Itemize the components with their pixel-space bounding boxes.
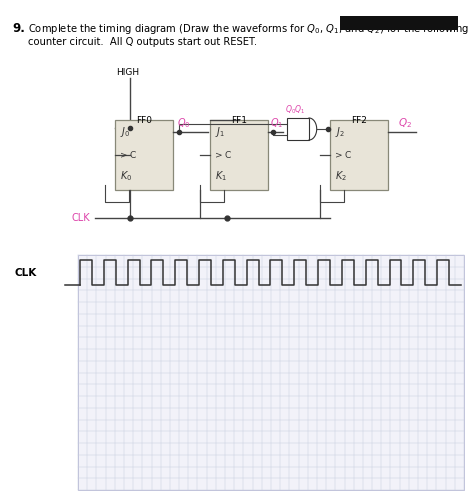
Text: $J_2$: $J_2$ <box>335 125 345 139</box>
Bar <box>340 16 458 30</box>
Bar <box>115 120 173 190</box>
Text: $J_1$: $J_1$ <box>215 125 225 139</box>
Text: $Q_1$: $Q_1$ <box>270 116 283 130</box>
Text: HIGH: HIGH <box>116 68 139 77</box>
Text: CLK: CLK <box>15 268 37 278</box>
Text: $>$C: $>$C <box>333 150 352 161</box>
Text: $Q_2$: $Q_2$ <box>398 116 412 130</box>
Text: $Q_0Q_1$: $Q_0Q_1$ <box>285 103 306 116</box>
Text: counter circuit.  All Q outputs start out RESET.: counter circuit. All Q outputs start out… <box>28 37 257 47</box>
Text: FF1: FF1 <box>231 116 247 125</box>
Text: $>$C: $>$C <box>213 150 232 161</box>
Text: CLK: CLK <box>72 213 91 223</box>
Text: FF0: FF0 <box>136 116 152 125</box>
Bar <box>210 120 268 190</box>
Text: $K_1$: $K_1$ <box>215 169 227 183</box>
Bar <box>330 120 388 190</box>
Bar <box>78 255 464 490</box>
Text: 9.: 9. <box>12 22 25 35</box>
Text: FF2: FF2 <box>351 116 367 125</box>
Text: $K_2$: $K_2$ <box>335 169 347 183</box>
Text: $J_0$: $J_0$ <box>120 125 130 139</box>
Text: $Q_0$: $Q_0$ <box>177 116 191 130</box>
Text: Complete the timing diagram (Draw the waveforms for $Q_0$, $Q_1$, and $Q_2$) for: Complete the timing diagram (Draw the wa… <box>28 22 469 36</box>
Text: $>$C: $>$C <box>118 150 137 161</box>
Bar <box>287 118 309 140</box>
Text: $K_0$: $K_0$ <box>120 169 132 183</box>
